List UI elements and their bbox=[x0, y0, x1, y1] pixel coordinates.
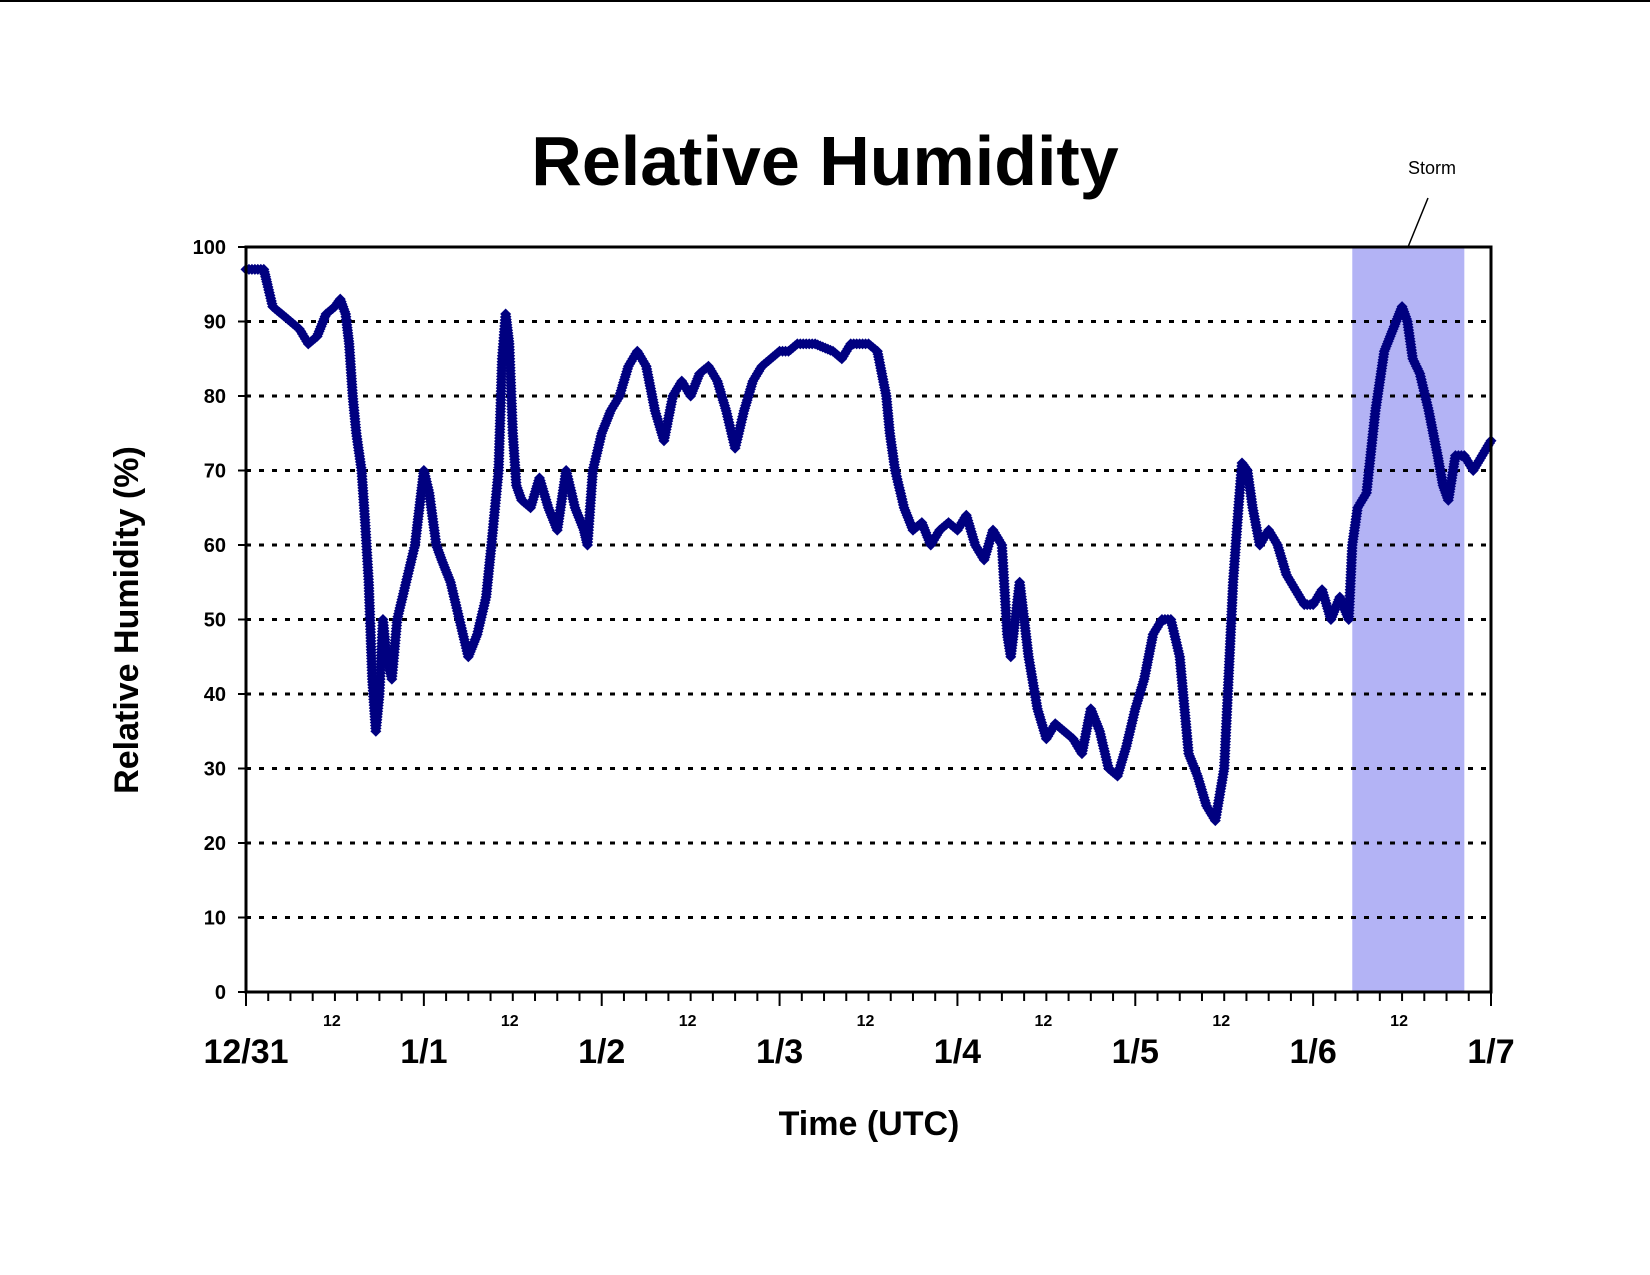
x-minor-tick-label-12: 12 bbox=[1034, 1013, 1052, 1030]
grid-lines bbox=[246, 320, 1491, 919]
y-tick-label-60: 60 bbox=[204, 535, 226, 557]
y-tick-label-10: 10 bbox=[204, 908, 226, 930]
y-axis-label: Relative Humidity (%) bbox=[108, 446, 146, 794]
y-tick-label-50: 50 bbox=[204, 610, 226, 632]
storm-annotation-pointer bbox=[1407, 197, 1429, 248]
y-tick-label-0: 0 bbox=[215, 982, 226, 1004]
x-minor-tick-label-12: 12 bbox=[679, 1013, 697, 1030]
y-tick-label-70: 70 bbox=[204, 461, 226, 483]
data-points bbox=[240, 263, 1497, 827]
x-tick-label-1-2: 1/2 bbox=[578, 1033, 625, 1071]
page-top-rule bbox=[0, 0, 1650, 2]
x-tick-label-1-6: 1/6 bbox=[1290, 1033, 1337, 1071]
chart-title: Relative Humidity bbox=[531, 122, 1118, 200]
x-tick-label-1-3: 1/3 bbox=[756, 1033, 803, 1071]
y-tick-label-80: 80 bbox=[204, 386, 226, 408]
x-axis-label: Time (UTC) bbox=[779, 1105, 960, 1143]
x-minor-tick-label-12: 12 bbox=[501, 1013, 519, 1030]
x-minor-tick-label-12: 12 bbox=[1390, 1013, 1408, 1030]
y-tick-label-100: 100 bbox=[193, 237, 226, 259]
x-axis-ticks: 12/31 1/1 1/2 1/3 1/4 1/5 1/6 1/7 12 12 12 12 12 12 12 bbox=[203, 992, 1515, 1071]
y-tick-label-90: 90 bbox=[204, 312, 226, 334]
x-minor-tick-label-12: 12 bbox=[857, 1013, 875, 1030]
x-tick-label-1-1: 1/1 bbox=[400, 1033, 447, 1071]
y-tick-label-20: 20 bbox=[204, 833, 226, 855]
x-tick-label-12-31: 12/31 bbox=[203, 1033, 288, 1071]
storm-annotation-label: Storm bbox=[1408, 158, 1456, 178]
x-tick-label-1-4: 1/4 bbox=[934, 1033, 981, 1071]
y-tick-label-30: 30 bbox=[204, 759, 226, 781]
y-axis-ticks: 0 10 20 30 40 50 60 70 80 90 100 bbox=[193, 237, 246, 1004]
y-tick-label-40: 40 bbox=[204, 684, 226, 706]
x-minor-tick-label-12: 12 bbox=[1212, 1013, 1230, 1030]
x-tick-label-1-7: 1/7 bbox=[1467, 1033, 1514, 1071]
x-tick-label-1-5: 1/5 bbox=[1112, 1033, 1159, 1071]
x-minor-tick-label-12: 12 bbox=[323, 1013, 341, 1030]
